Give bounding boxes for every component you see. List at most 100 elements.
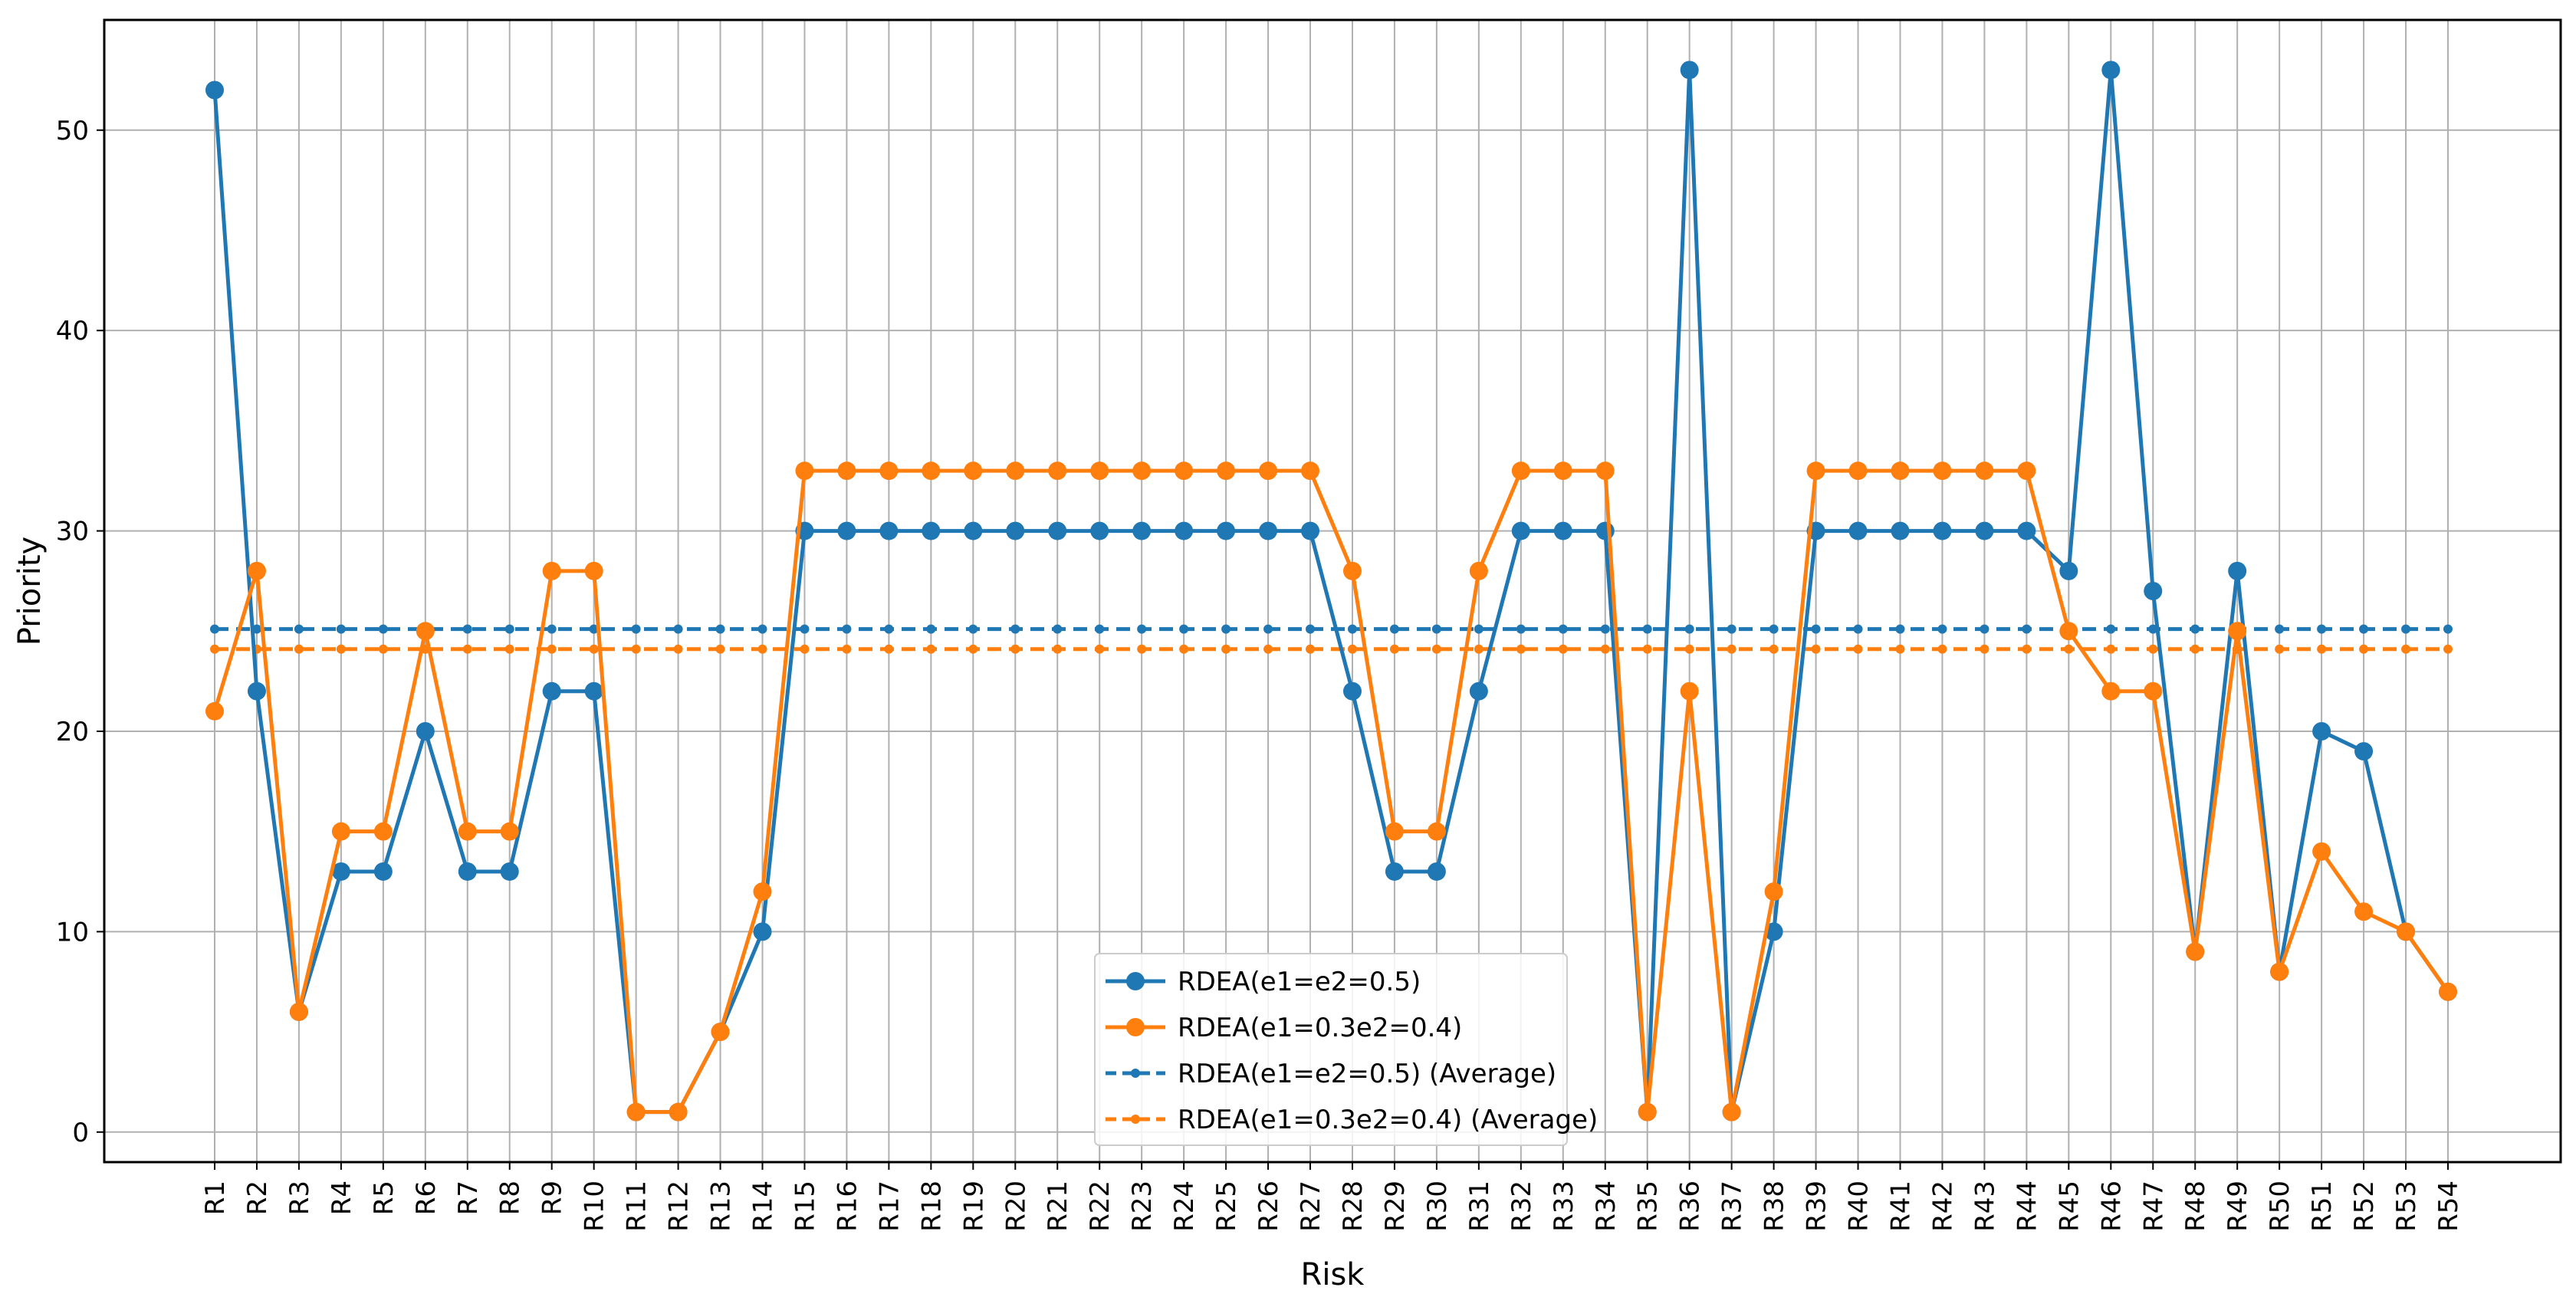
data-point (1595, 521, 1615, 540)
x-tick-label: R48 (2180, 1181, 2211, 1232)
data-point (2312, 721, 2331, 741)
data-point (1680, 681, 1699, 701)
x-tick-label: R33 (1549, 1181, 1579, 1232)
data-point (2017, 461, 2036, 481)
data-point (500, 822, 519, 841)
x-tick-label: R26 (1254, 1181, 1284, 1232)
average-point (1895, 624, 1905, 634)
x-tick-label: R43 (1970, 1181, 2000, 1232)
data-point (1048, 521, 1067, 540)
data-point (1511, 461, 1530, 481)
legend-entry: RDEA(e1=e2=0.5) (Average) (1106, 1059, 1556, 1089)
y-tick-label: 10 (56, 917, 89, 947)
average-point (968, 644, 978, 654)
x-tick-label: R13 (706, 1181, 737, 1232)
average-point (294, 644, 304, 654)
y-tick-label: 0 (72, 1118, 89, 1148)
average-point (462, 644, 472, 654)
average-point (1811, 644, 1821, 654)
data-point (1891, 521, 1910, 540)
data-point (2312, 842, 2331, 861)
data-point (331, 822, 350, 841)
x-tick-label: R23 (1127, 1181, 1158, 1232)
average-point (1053, 624, 1063, 634)
data-point (669, 1102, 688, 1121)
average-point (800, 644, 810, 654)
average-point (1221, 624, 1231, 634)
x-tick-label: R19 (958, 1181, 989, 1232)
data-point (879, 521, 899, 540)
legend-label-series-1: RDEA(e1=e2=0.5) (1178, 967, 1421, 997)
average-point (715, 624, 725, 634)
average-point (673, 624, 683, 634)
average-point (631, 624, 641, 634)
data-point (1090, 461, 1109, 481)
legend-swatch-series-4 (1106, 1115, 1165, 1124)
data-point (1427, 862, 1446, 881)
average-point (1769, 644, 1779, 654)
y-tick-label: 30 (56, 517, 89, 547)
data-point (879, 461, 899, 481)
data-point (373, 862, 393, 881)
data-point (1175, 461, 1194, 481)
data-point (331, 862, 350, 881)
average-point (1642, 624, 1652, 634)
average-point (336, 624, 346, 634)
data-point (1638, 1102, 1657, 1121)
average-point (1980, 644, 1990, 654)
legend-marker (1131, 1069, 1140, 1078)
x-tick-label: R31 (1464, 1181, 1495, 1232)
average-point (1263, 624, 1273, 634)
data-point (1090, 521, 1109, 540)
average-point (1179, 624, 1189, 634)
x-tick-label: R3 (284, 1181, 315, 1215)
average-point (1306, 624, 1316, 634)
average-point (1137, 624, 1147, 634)
x-tick-label: R2 (242, 1181, 273, 1215)
average-point (1853, 644, 1863, 654)
x-tick-label: R10 (580, 1181, 610, 1232)
data-point (1848, 461, 1868, 481)
data-point (2144, 582, 2163, 600)
average-point (2443, 624, 2453, 634)
average-point (2443, 644, 2453, 654)
average-point (1600, 644, 1610, 654)
x-axis-label: Risk (1301, 1257, 1365, 1292)
x-axis-ticks: R1 R2 R3 R4 R5 R6 R7 R8 R9 R10 R11 R12 R13 R14 R15 R16 R… (200, 1162, 2464, 1232)
average-point (631, 644, 641, 654)
average-point (1053, 644, 1063, 654)
x-tick-label: R52 (2349, 1181, 2380, 1232)
average-point (842, 624, 852, 634)
data-point (1722, 1102, 1741, 1121)
x-tick-label: R30 (1422, 1181, 1453, 1232)
average-point (1347, 644, 1357, 654)
x-tick-label: R53 (2391, 1181, 2422, 1232)
average-point (1221, 644, 1231, 654)
x-tick-label: R36 (1675, 1181, 1706, 1232)
average-point (589, 644, 599, 654)
legend-entry: RDEA(e1=0.3e2=0.4) (Average) (1106, 1105, 1598, 1135)
x-tick-label: R12 (664, 1181, 695, 1232)
data-point (2228, 622, 2247, 641)
x-tick-label: R45 (2054, 1181, 2085, 1232)
legend: RDEA(e1=e2=0.5) RDEA(e1=0.3e2=0.4) RDEA(… (1094, 953, 1598, 1146)
average-point (2317, 644, 2327, 654)
data-point (2439, 982, 2457, 1001)
x-tick-label: R42 (1927, 1181, 1958, 1232)
data-point (2270, 962, 2289, 981)
y-axis-ticks: 0 10 20 30 40 50 (56, 116, 104, 1148)
average-point (1389, 644, 1399, 654)
average-point (2317, 624, 2327, 634)
average-point (2359, 624, 2369, 634)
average-point (1558, 644, 1568, 654)
data-point (1848, 521, 1868, 540)
average-point (1306, 644, 1316, 654)
x-tick-label: R9 (537, 1181, 568, 1215)
x-tick-label: R25 (1211, 1181, 1242, 1232)
data-point (1764, 922, 1783, 941)
average-point (884, 644, 894, 654)
average-point (2275, 644, 2285, 654)
x-tick-label: R14 (748, 1181, 779, 1232)
average-point (1137, 644, 1147, 654)
